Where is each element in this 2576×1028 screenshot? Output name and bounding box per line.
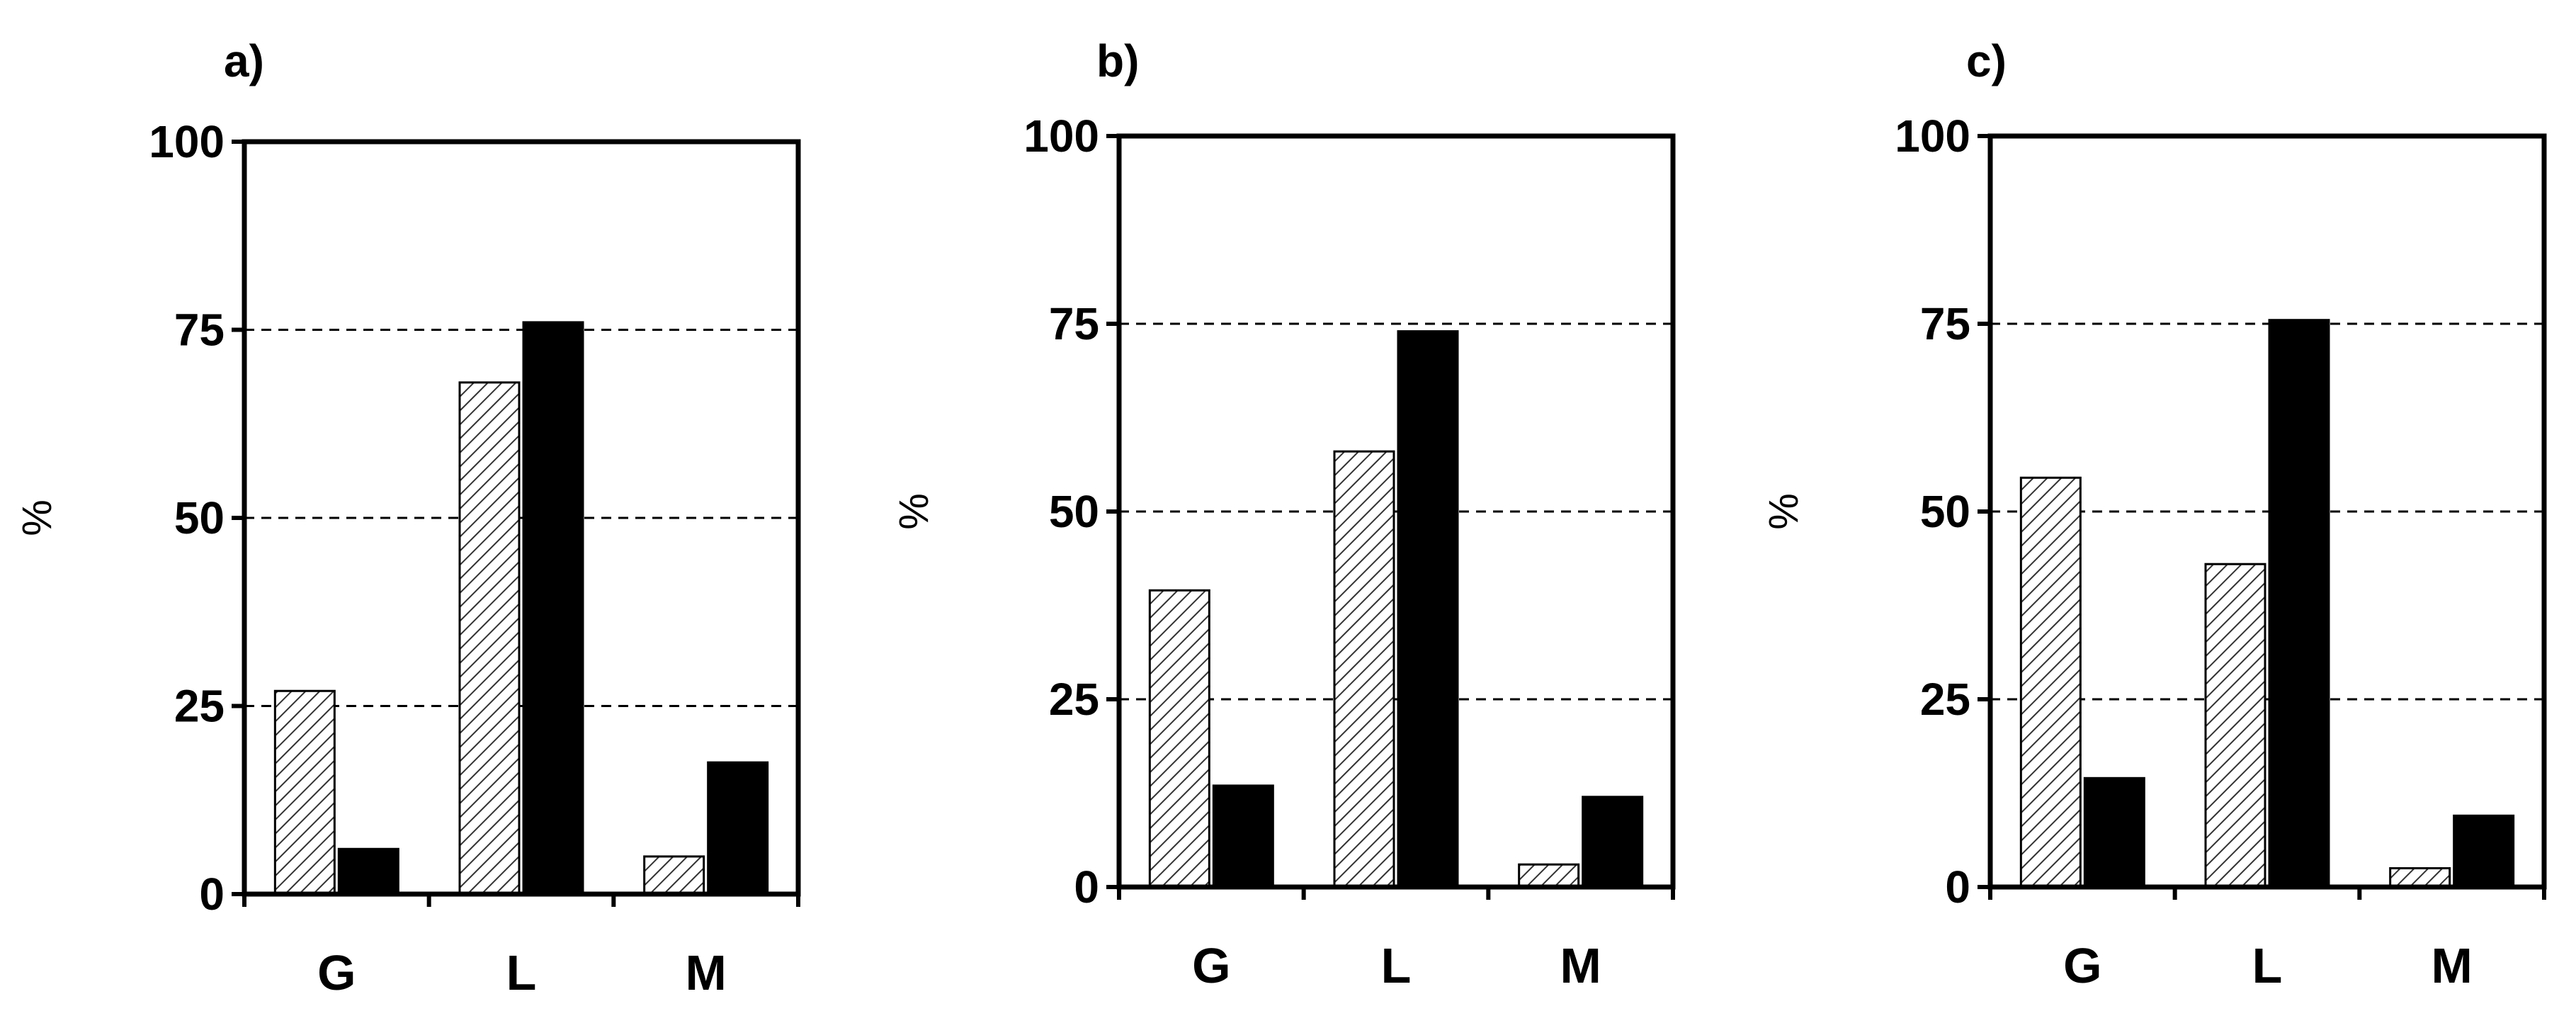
x-tick-label: M xyxy=(1560,938,1601,993)
y-axis-label: % xyxy=(14,499,60,536)
chart-panel-b: b) 0 25 50 75 100 G L M% xyxy=(891,35,1676,993)
y-tick-label: 75 xyxy=(1049,298,1099,349)
x-tick-label: G xyxy=(1192,938,1230,993)
bar-solid-L xyxy=(522,321,584,896)
bar-hatched-M xyxy=(643,855,705,896)
panel-label: c) xyxy=(1966,35,2007,86)
bar-hatched-L xyxy=(2204,563,2266,888)
bar-solid-M xyxy=(2453,814,2515,888)
y-tick-label: 25 xyxy=(174,681,225,732)
y-tick-label: 100 xyxy=(1023,111,1099,162)
y-tick-label: 25 xyxy=(1920,674,1970,725)
bar-hatched-M xyxy=(1518,863,1580,888)
bar-solid-L xyxy=(1397,330,1459,888)
bar-solid-G xyxy=(337,847,399,896)
x-tick-label: G xyxy=(2063,938,2101,993)
bar-hatched-G xyxy=(273,689,336,896)
y-tick-label: 100 xyxy=(1895,111,1970,162)
y-axis-label: % xyxy=(1761,493,1807,530)
bar-hatched-M xyxy=(2389,867,2451,888)
y-tick-label: 50 xyxy=(1920,486,1970,537)
bar-solid-M xyxy=(1582,796,1644,888)
chart-panel-c: c) 0 25 50 75 100 G L M% xyxy=(1761,35,2547,993)
panel-label: b) xyxy=(1096,35,1139,86)
x-tick-label: L xyxy=(1381,938,1412,993)
y-tick-label: 0 xyxy=(1074,862,1099,913)
y-tick-label: 0 xyxy=(1945,862,1970,913)
x-tick-label: M xyxy=(686,945,727,1000)
bar-solid-G xyxy=(1212,784,1274,888)
y-tick-label: 25 xyxy=(1049,674,1099,725)
x-tick-label: L xyxy=(2252,938,2283,993)
y-tick-label: 0 xyxy=(199,869,225,920)
chart-panel-a: a) 0 25 50 75 100 G L M% xyxy=(14,35,801,1000)
y-axis-label: % xyxy=(891,493,937,530)
panel-label: a) xyxy=(224,35,264,86)
x-tick-label: M xyxy=(2432,938,2473,993)
y-tick-label: 75 xyxy=(174,305,225,356)
x-tick-label: G xyxy=(317,945,356,1000)
y-tick-label: 50 xyxy=(174,492,225,543)
bar-hatched-G xyxy=(1148,589,1210,888)
bar-hatched-L xyxy=(458,381,521,896)
bar-hatched-G xyxy=(2019,476,2082,888)
bar-hatched-L xyxy=(1333,450,1395,888)
y-tick-label: 100 xyxy=(149,116,225,167)
x-tick-label: L xyxy=(506,945,537,1000)
bar-solid-M xyxy=(707,761,769,896)
bar-solid-G xyxy=(2083,776,2145,888)
y-tick-label: 50 xyxy=(1049,486,1099,537)
y-tick-label: 75 xyxy=(1920,298,1970,349)
bar-solid-L xyxy=(2268,319,2330,888)
